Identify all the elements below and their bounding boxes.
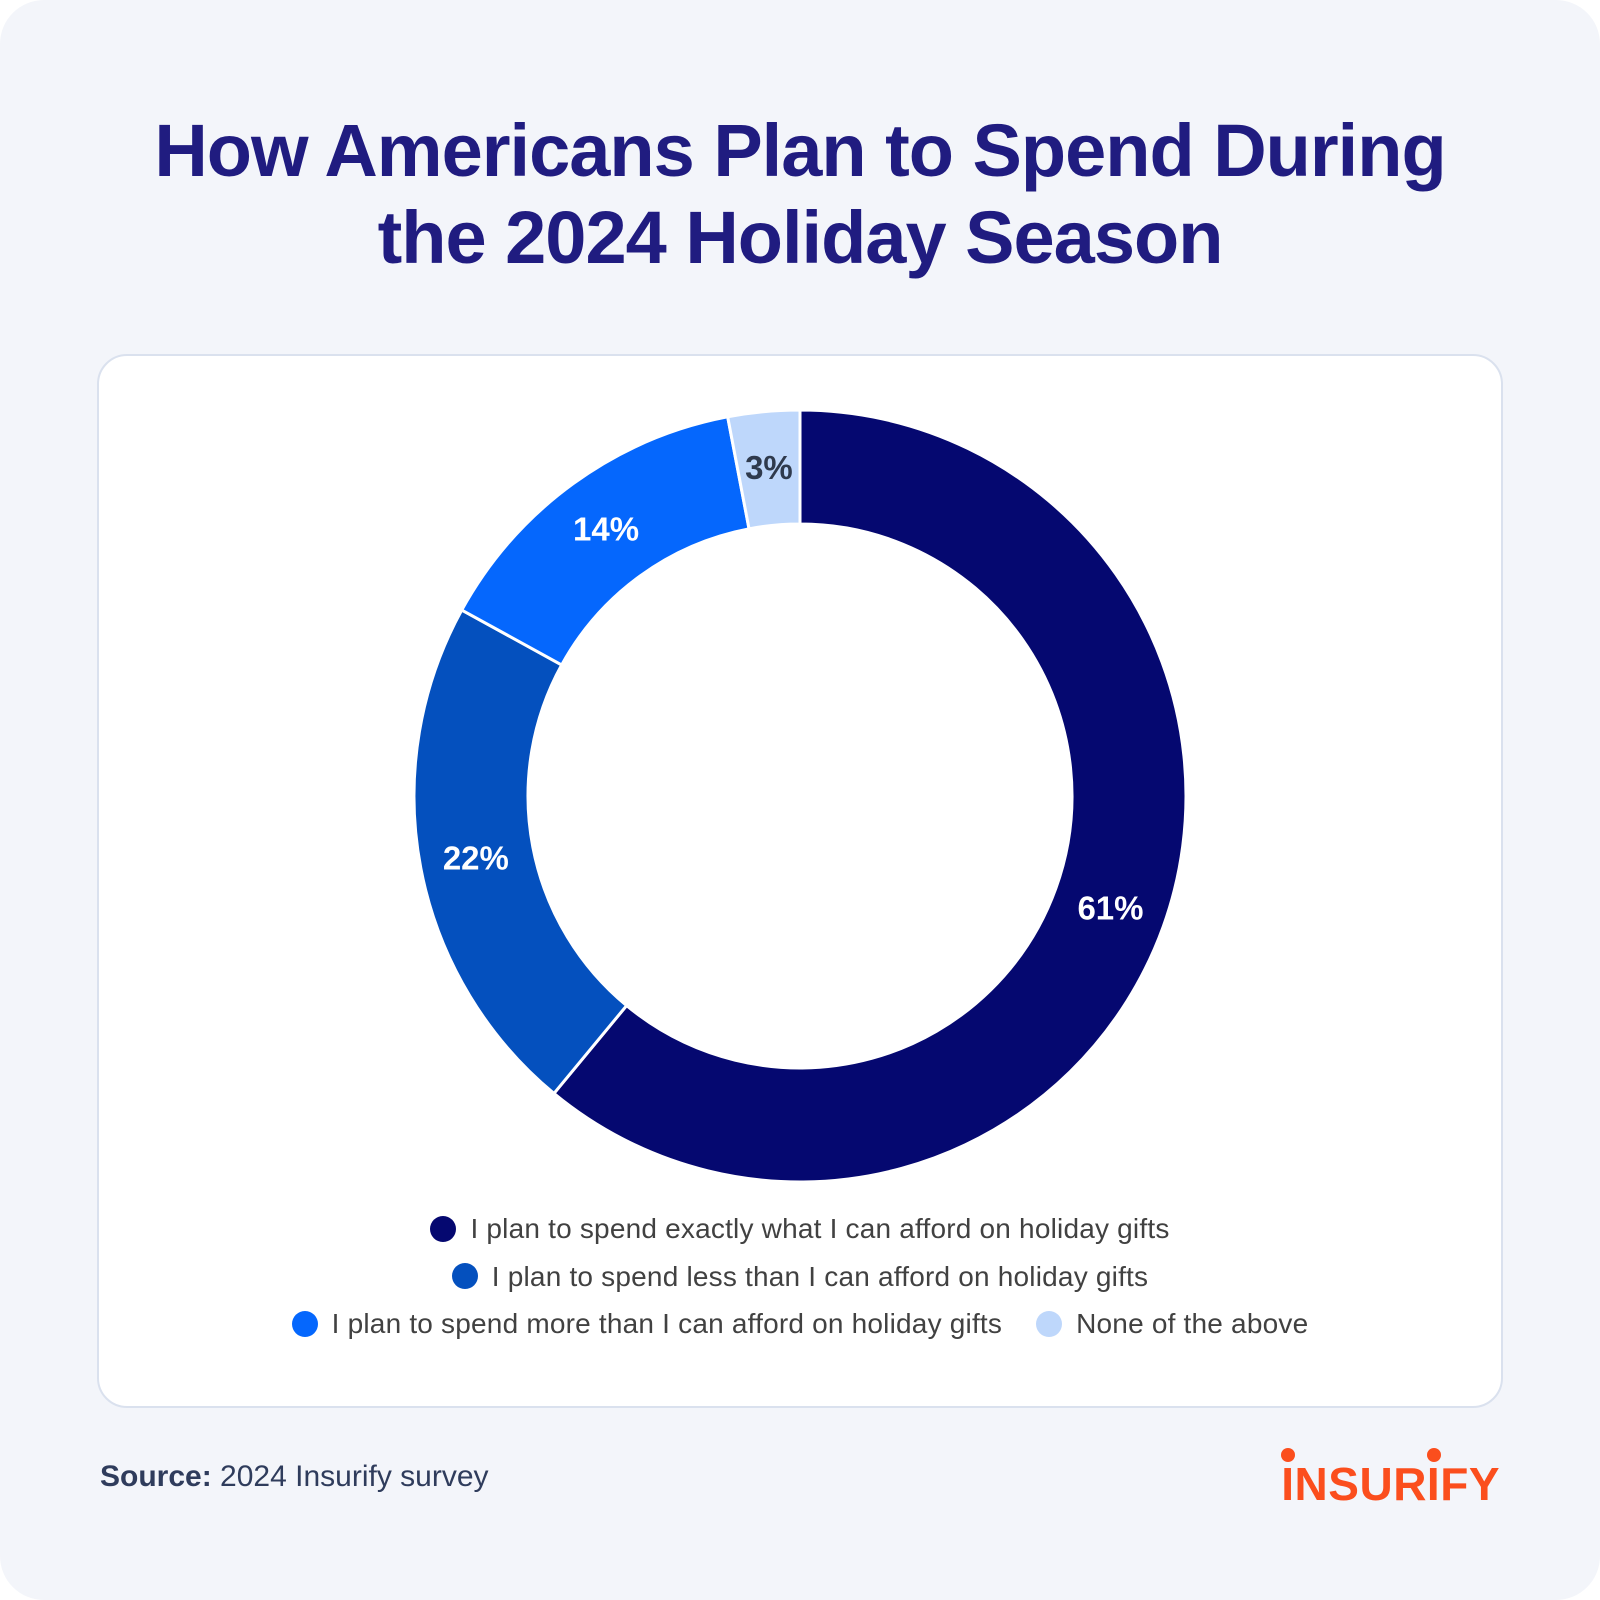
logo-letter: F	[1440, 1458, 1469, 1510]
logo-letter: I	[1426, 1458, 1441, 1510]
logo-letter: R	[1393, 1458, 1427, 1510]
page-title-text: How Americans Plan to Spend During the 2…	[154, 109, 1446, 279]
donut-value-label-2: 14%	[573, 511, 639, 548]
source-note: Source: 2024 Insurify survey	[100, 1460, 489, 1494]
legend-item-3: None of the above	[1036, 1307, 1308, 1341]
donut-chart: 61% 22% 14% 3%	[412, 408, 1188, 1184]
legend-row: I plan to spend exactly what I can affor…	[430, 1212, 1169, 1246]
legend-dot-icon	[1036, 1310, 1063, 1337]
logo-letter: U	[1359, 1458, 1394, 1510]
logo-letter: S	[1328, 1458, 1360, 1510]
donut-value-label-3: 3%	[745, 449, 793, 486]
logo-letter: I	[1281, 1458, 1295, 1510]
logo-letter: N	[1294, 1458, 1329, 1510]
legend-item-2: I plan to spend more than I can afford o…	[291, 1307, 1003, 1341]
legend-label: I plan to spend exactly what I can affor…	[470, 1213, 1170, 1244]
legend-row: I plan to spend more than I can afford o…	[291, 1307, 1309, 1341]
chart-card: 61% 22% 14% 3% I plan to spend exactly what…	[97, 354, 1503, 1408]
page-title: How Americans Plan to Spend During the 2…	[0, 108, 1600, 281]
legend-dot-icon	[430, 1215, 457, 1242]
source-text: 2024 Insurify survey	[220, 1460, 489, 1493]
donut-value-label-0: 61%	[1077, 889, 1143, 926]
donut-slice-1	[412, 608, 629, 1096]
chart-legend: I plan to spend exactly what I can affor…	[99, 1212, 1501, 1341]
legend-label: I plan to spend more than I can afford o…	[331, 1308, 1003, 1340]
legend-dot-icon	[291, 1310, 318, 1337]
legend-dot-icon	[451, 1263, 478, 1290]
legend-item-1: I plan to spend less than I can afford o…	[451, 1260, 1149, 1294]
source-label: Source:	[100, 1460, 212, 1493]
legend-label: None of the above	[1076, 1308, 1309, 1340]
logo-letter: Y	[1468, 1458, 1500, 1510]
legend-label: I plan to spend less than I can afford o…	[491, 1260, 1149, 1292]
donut-value-label-1: 22%	[443, 839, 509, 876]
legend-row: I plan to spend less than I can afford o…	[451, 1260, 1149, 1294]
donut-slice-0	[551, 408, 1188, 1184]
legend-item-0: I plan to spend exactly what I can affor…	[430, 1212, 1169, 1246]
donut-slice-3	[725, 408, 802, 531]
